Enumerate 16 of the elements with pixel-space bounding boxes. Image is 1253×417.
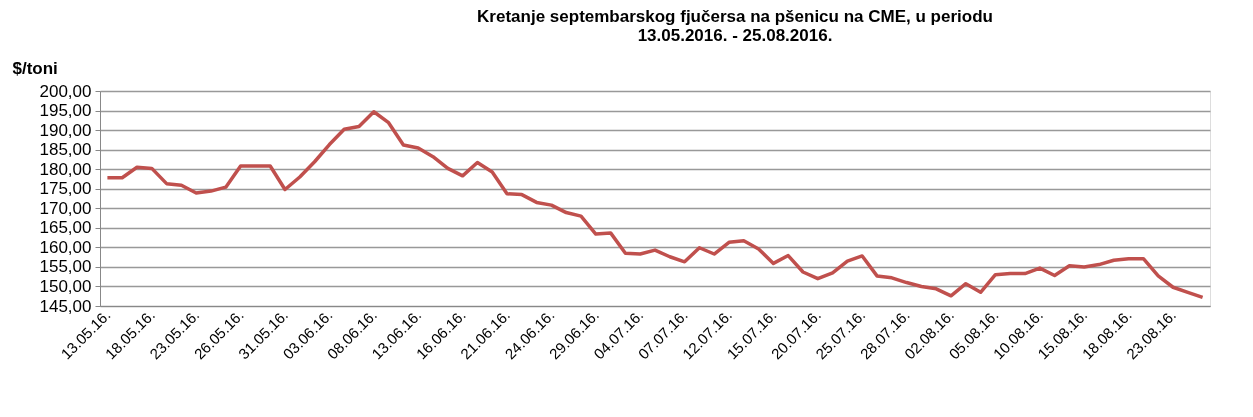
- y-tick-label: 170,00: [39, 198, 92, 218]
- y-tick-label: 165,00: [39, 218, 92, 238]
- y-tick-label: 195,00: [39, 101, 92, 121]
- y-tick-label: 155,00: [39, 257, 92, 277]
- y-tick-label: 145,00: [39, 296, 92, 316]
- text: 13.05.2016. - 25.08.2016.: [637, 26, 833, 45]
- y-tick-label: 180,00: [39, 159, 92, 179]
- text: Kretanje septembarskog fjučersa na pšenicu na CME, u periodu: [477, 7, 993, 26]
- y-tick-label: 190,00: [39, 120, 92, 140]
- y-axis-title: $/toni: [12, 58, 58, 78]
- line-series: [105, 109, 1205, 300]
- y-tick-label: 185,00: [39, 140, 92, 160]
- y-tick-label: 150,00: [39, 276, 92, 296]
- y-tick-label: 160,00: [39, 237, 92, 257]
- y-tick-label: 200,00: [39, 81, 92, 101]
- y-tick-label: 175,00: [39, 179, 92, 199]
